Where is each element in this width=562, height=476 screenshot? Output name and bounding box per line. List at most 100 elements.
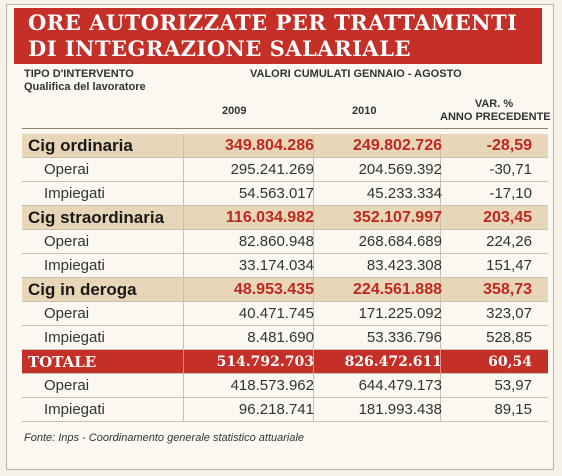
value-cell: 60,54 [488,354,532,370]
column-separator [183,206,184,230]
value-cell: 418.573.962 [230,377,314,394]
column-separator [313,374,314,398]
value-cell: 40.471.745 [238,305,314,322]
row-label: Impiegati [44,329,105,346]
value-cell: 89,15 [494,401,532,418]
sub-row: Impiegati 96.218.741 181.993.438 89,15 [22,398,548,422]
column-separator [313,350,314,374]
row-label: Operai [44,305,90,322]
title-line: ORE AUTORIZZATE PER TRATTAMENTI [28,10,518,35]
var-header: ANNO PRECEDENTE [440,111,551,123]
column-separator [313,254,314,278]
value-cell: 249.802.726 [353,137,442,154]
row-label: Impiegati [44,257,105,274]
year-header: 2009 [222,105,247,117]
column-separator [313,230,314,254]
title-bar: ORE AUTORIZZATE PER TRATTAMENTI DI INTEG… [14,8,542,64]
value-cell: 203,45 [483,209,532,226]
total-row: TOTALE 514.792.703 826.472.611 60,54 [22,350,548,374]
type-label: TIPO D'INTERVENTO [24,68,134,80]
year-header: 2010 [352,105,377,117]
value-cell: 151,47 [486,257,532,274]
sub-row: Impiegati 8.481.690 53.336.796 528,85 [22,326,548,350]
sub-row: Impiegati 54.563.017 45.233.334 -17,10 [22,182,548,206]
value-cell: 323,07 [486,305,532,322]
row-label: Operai [44,377,90,394]
column-separator [440,206,441,230]
group-row: Cig ordinaria 349.804.286 249.802.726 -28,5… [22,134,548,158]
column-separator [313,326,314,350]
title-line: DI INTEGRAZIONE SALARIALE [28,36,411,61]
sub-row: Operai 82.860.948 268.684.689 224,26 [22,230,548,254]
period-label: VALORI CUMULATI GENNAIO - AGOSTO [250,68,462,80]
value-cell: 8.481.690 [247,329,314,346]
value-cell: 224.561.888 [353,281,442,298]
row-label: Operai [44,161,90,178]
column-separator [183,278,184,302]
group-label: Cig ordinaria [28,136,133,155]
column-separator [440,374,441,398]
qualifica-label: Qualifica del lavoratore [24,81,146,93]
value-cell: 83.423.308 [366,257,442,274]
value-cell: 358,73 [483,281,532,298]
column-separator [313,158,314,182]
value-cell: 295.241.269 [230,161,314,178]
column-separator [313,398,314,422]
header-rule [22,128,548,129]
var-header: VAR. % [474,98,514,110]
column-separator [440,398,441,422]
column-separator [440,302,441,326]
column-separator [183,230,184,254]
value-cell: 181.993.438 [358,401,442,418]
row-label: Operai [44,233,90,250]
value-cell: 82.860.948 [238,233,314,250]
value-cell: -17,10 [489,185,532,202]
footer: Fonte: Inps - Coordinamento generale sta… [24,432,305,444]
column-separator [440,182,441,206]
value-cell: 53.336.796 [366,329,442,346]
value-cell: 644.479.173 [358,377,442,394]
column-separator [313,206,314,230]
value-cell: -30,71 [489,161,532,178]
column-separator [440,278,441,302]
value-cell: 33.174.034 [238,257,314,274]
value-cell: 826.472.611 [344,354,442,370]
value-cell: 96.218.741 [238,401,314,418]
value-cell: 53,97 [494,377,532,394]
column-separator [440,254,441,278]
column-separator [313,134,314,158]
value-cell: 514.792.703 [216,354,314,370]
table-frame [6,4,554,470]
column-separator [183,254,184,278]
column-separator [313,278,314,302]
row-label: Impiegati [44,401,105,418]
group-label: TOTALE [28,353,97,371]
column-separator [183,398,184,422]
column-separator [183,374,184,398]
column-separator [183,182,184,206]
column-separator [440,158,441,182]
value-cell: 349.804.286 [225,137,314,154]
row-label: Impiegati [44,185,105,202]
column-separator [440,326,441,350]
column-separator [183,350,184,374]
column-separator [183,134,184,158]
column-separator [313,302,314,326]
sub-row: Operai 40.471.745 171.225.092 323,07 [22,302,548,326]
column-separator [313,182,314,206]
column-separator [183,158,184,182]
column-separator [440,134,441,158]
value-cell: 528,85 [486,329,532,346]
group-row: Cig straordinaria 116.034.982 352.107.997 2… [22,206,548,230]
column-separator [183,302,184,326]
value-cell: 268.684.689 [358,233,442,250]
value-cell: 45.233.334 [366,185,442,202]
value-cell: 171.225.092 [358,305,442,322]
value-cell: -28,59 [486,137,532,154]
column-separator [440,230,441,254]
column-separator [440,350,441,374]
sub-row: Impiegati 33.174.034 83.423.308 151,47 [22,254,548,278]
value-cell: 224,26 [486,233,532,250]
value-cell: 48.953.435 [233,281,314,298]
